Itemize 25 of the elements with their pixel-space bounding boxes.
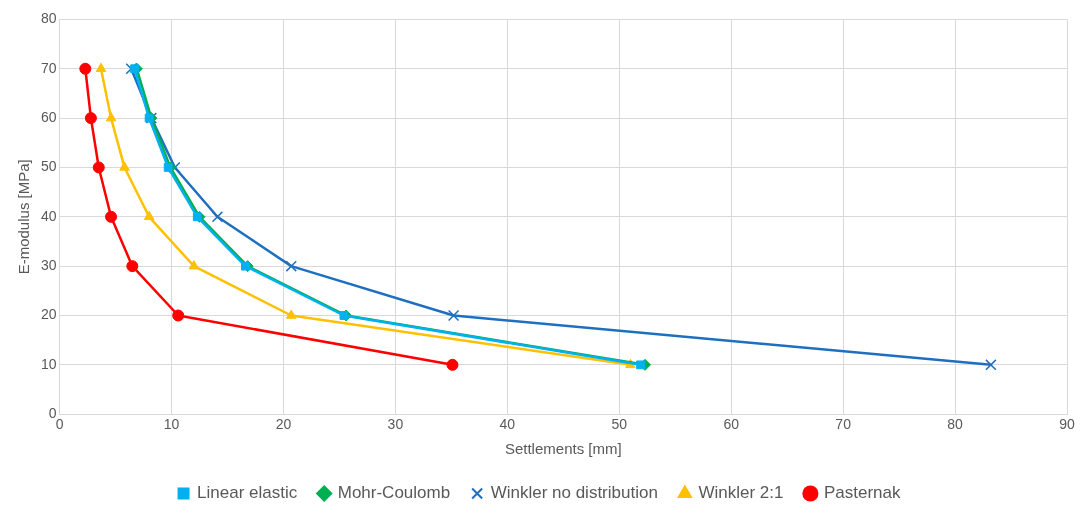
x-tick-label: 10 — [163, 416, 180, 433]
x-tick-label: 40 — [499, 416, 516, 433]
y-tick-label: 80 — [40, 10, 57, 27]
y-tick-label: 40 — [40, 207, 57, 224]
y-tick-label: 0 — [48, 405, 57, 422]
y-tick-label: 20 — [40, 306, 57, 323]
x-tick-label: 80 — [947, 416, 964, 433]
x-tick-label: 20 — [275, 416, 292, 433]
legend-label: Linear elastic — [197, 483, 298, 503]
y-tick-label: 50 — [40, 158, 57, 175]
legend-label: Winkler 2:1 — [698, 483, 784, 503]
y-axis-title: E-modulus [MPa] — [15, 159, 33, 275]
legend-label: Pasternak — [823, 483, 901, 503]
legend-label: Winkler no distribution — [490, 483, 658, 503]
x-tick-label: 30 — [387, 416, 404, 433]
y-tick-label: 30 — [40, 257, 57, 274]
x-tick-label: 50 — [611, 416, 628, 433]
legend-label: Mohr-Coulomb — [337, 483, 451, 503]
y-tick-label: 60 — [40, 108, 57, 125]
x-axis-title: Settlements [mm] — [504, 440, 622, 458]
x-tick-label: 70 — [835, 416, 852, 433]
x-tick-label: 90 — [1059, 416, 1075, 433]
y-tick-label: 70 — [40, 59, 57, 76]
x-tick-label: 60 — [723, 416, 740, 433]
y-tick-label: 10 — [40, 355, 57, 372]
